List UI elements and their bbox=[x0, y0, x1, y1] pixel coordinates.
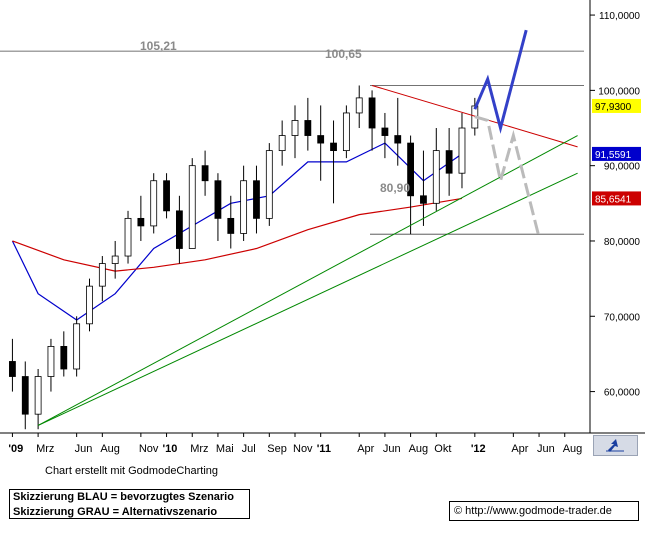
price-tag-label-2: 85,6541 bbox=[595, 194, 632, 205]
candle-body-14 bbox=[188, 165, 196, 249]
scenario-sketches bbox=[473, 29, 541, 238]
candles bbox=[9, 85, 479, 430]
x-tick-label-5: '10 bbox=[163, 443, 178, 455]
candle-body-22 bbox=[291, 120, 299, 136]
price-tag-bg-1 bbox=[592, 146, 641, 161]
candle-body-0 bbox=[9, 361, 16, 377]
price-tag-bg-2 bbox=[592, 191, 641, 206]
x-tick-label-12: Apr bbox=[357, 443, 374, 455]
candle-body-9 bbox=[124, 217, 132, 257]
x-tick-label-3: Aug bbox=[100, 443, 120, 455]
source-url[interactable]: http://www.godmode-trader.de bbox=[465, 505, 612, 517]
candle-body-15 bbox=[201, 165, 209, 182]
candle-body-29 bbox=[381, 127, 389, 136]
annotation-2: 80,90 bbox=[380, 181, 410, 195]
y-tick-label-0: 60,0000 bbox=[604, 388, 641, 399]
x-tick-label-11: '11 bbox=[317, 443, 331, 455]
x-tick-label-10: Nov bbox=[293, 443, 313, 455]
y-tick-label-3: 90,0000 bbox=[604, 162, 641, 173]
x-tick-label-14: Aug bbox=[409, 443, 429, 455]
horizontal-levels bbox=[0, 50, 584, 235]
candle-body-28 bbox=[368, 97, 376, 129]
copyright-icon: © bbox=[454, 505, 463, 517]
source-url-box[interactable]: © http://www.godmode-trader.de bbox=[449, 501, 639, 521]
candle-body-21 bbox=[278, 135, 286, 152]
candle-body-33 bbox=[432, 150, 440, 204]
x-tick-label-15: Okt bbox=[434, 443, 451, 455]
axes: 60,0000 70,0000 80,0000 90,0000 100,0000 110,… bbox=[0, 0, 645, 455]
x-tick-label-2: Jun bbox=[75, 443, 93, 455]
trendlines bbox=[37, 84, 578, 426]
candle-body-23 bbox=[304, 120, 312, 136]
scenario-blue-text: Skizzierung BLAU = bevorzugtes Szenario bbox=[13, 491, 234, 503]
series-line-1 bbox=[12, 197, 463, 272]
annotations: 105,21 100,65 80,90 bbox=[140, 39, 410, 195]
x-tick-label-9: Sep bbox=[267, 443, 287, 455]
x-tick-label-1: Mrz bbox=[36, 443, 54, 455]
candle-body-27 bbox=[355, 97, 363, 114]
y-tick-label-4: 100,0000 bbox=[598, 86, 640, 97]
candle-body-4 bbox=[60, 345, 68, 370]
candle-body-35 bbox=[458, 127, 466, 174]
x-tick-label-7: Mai bbox=[216, 443, 234, 455]
candle-body-5 bbox=[73, 323, 81, 370]
candle-body-25 bbox=[330, 142, 337, 152]
candle-body-31 bbox=[407, 142, 415, 197]
trendline-0 bbox=[371, 84, 578, 148]
x-tick-label-0: '09 bbox=[8, 443, 23, 455]
x-tick-label-17: Apr bbox=[511, 443, 528, 455]
candle-body-34 bbox=[445, 150, 453, 174]
candle-body-11 bbox=[150, 180, 158, 227]
candle-body-32 bbox=[420, 195, 427, 204]
candle-body-30 bbox=[394, 135, 402, 144]
candle-body-18 bbox=[240, 180, 248, 234]
candle-body-3 bbox=[47, 345, 55, 377]
trendline-1 bbox=[37, 135, 578, 426]
x-tick-label-16: '12 bbox=[471, 443, 486, 455]
candle-body-20 bbox=[265, 150, 273, 219]
x-tick-label-4: Nov bbox=[139, 443, 159, 455]
scenario-blue-path bbox=[473, 29, 528, 134]
chart-credit: Chart erstellt mit GodmodeCharting bbox=[45, 465, 219, 477]
candle-body-10 bbox=[137, 217, 145, 227]
scenario-gray-text: Skizzierung GRAU = Alternativszenario bbox=[13, 506, 218, 518]
candle-body-6 bbox=[86, 285, 93, 325]
plot-background bbox=[0, 0, 590, 433]
candle-body-7 bbox=[98, 263, 106, 287]
candle-body-1 bbox=[21, 376, 29, 415]
candle-body-8 bbox=[111, 255, 119, 264]
y-tick-label-2: 80,0000 bbox=[604, 237, 641, 248]
plot-area bbox=[0, 0, 590, 433]
price-tag-label-1: 91,5591 bbox=[595, 150, 632, 161]
candle-body-13 bbox=[175, 210, 183, 249]
price-tag-bg-0 bbox=[592, 98, 641, 113]
trendline-2 bbox=[37, 172, 578, 426]
chart-tool-button[interactable] bbox=[593, 435, 638, 456]
price-tag-label-0: 97,9300 bbox=[595, 102, 632, 113]
x-tick-label-6: Mrz bbox=[190, 443, 208, 455]
annotation-0: 105,21 bbox=[140, 39, 177, 53]
y-tick-label-5: 110,0000 bbox=[599, 11, 640, 22]
scenario-gray-path bbox=[474, 115, 541, 238]
y-tick-label-1: 70,0000 bbox=[604, 312, 641, 323]
candle-body-24 bbox=[317, 135, 325, 144]
candle-body-26 bbox=[342, 112, 350, 152]
candle-body-12 bbox=[163, 180, 170, 212]
candle-body-2 bbox=[34, 376, 42, 415]
x-tick-label-18: Jun bbox=[537, 443, 555, 455]
price-tags: 97,9300 91,5591 85,6541 bbox=[592, 98, 641, 206]
candle-body-19 bbox=[253, 180, 260, 219]
annotation-1: 100,65 bbox=[325, 47, 362, 61]
x-tick-label-19: Aug bbox=[563, 443, 583, 455]
candle-body-17 bbox=[227, 217, 235, 234]
scenario-legend: Skizzierung BLAU = bevorzugtes Szenario … bbox=[9, 489, 250, 519]
candle-body-16 bbox=[214, 180, 222, 219]
x-tick-label-8: Jul bbox=[242, 443, 256, 455]
x-tick-label-13: Jun bbox=[383, 443, 401, 455]
arrow-icon bbox=[606, 439, 624, 452]
